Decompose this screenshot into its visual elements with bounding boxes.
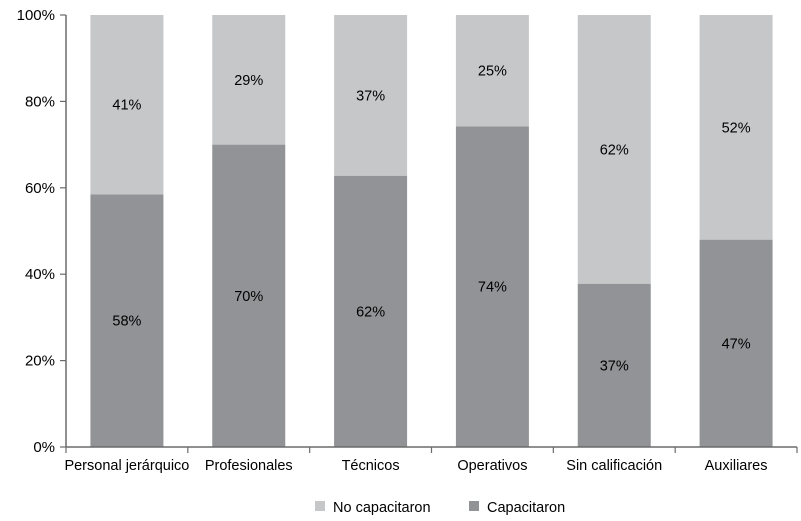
bar-no-capacitaron xyxy=(212,15,286,145)
bar-no-capacitaron xyxy=(577,15,651,284)
legend-label: No capacitaron xyxy=(333,500,431,516)
data-label-capacitaron: 74% xyxy=(478,280,507,296)
data-label-no-capacitaron: 29% xyxy=(234,73,263,89)
bar-no-capacitaron xyxy=(90,15,164,195)
bars-layer xyxy=(90,15,773,448)
data-label-no-capacitaron: 52% xyxy=(722,120,751,136)
x-category-label: Profesionales xyxy=(205,458,293,474)
data-label-capacitaron: 47% xyxy=(722,336,751,352)
legend-swatch xyxy=(315,501,325,511)
legend-swatch xyxy=(469,501,479,511)
y-tick-label: 20% xyxy=(25,353,55,370)
y-tick-label: 100% xyxy=(17,7,55,24)
axes-layer: 0% 20% 40% 60% 80% 100% Personal jerárquico Pro… xyxy=(17,7,798,474)
value-labels-layer: 58% 41% 70% 29% 62% 37% 74% 25% 37% 62% 47% 52% xyxy=(112,64,750,375)
data-label-no-capacitaron: 37% xyxy=(356,88,385,104)
data-label-capacitaron: 62% xyxy=(356,304,385,320)
y-tick-label: 40% xyxy=(25,266,55,283)
bar-no-capacitaron xyxy=(455,15,529,127)
bar-capacitaron xyxy=(212,144,286,447)
bar-capacitaron xyxy=(334,175,408,448)
y-tick-label: 0% xyxy=(33,439,55,456)
data-label-no-capacitaron: 41% xyxy=(112,98,141,114)
x-category-label: Auxiliares xyxy=(705,458,768,474)
x-category-label: Operativos xyxy=(457,458,527,474)
data-label-capacitaron: 70% xyxy=(234,289,263,305)
legend: No capacitaron Capacitaron xyxy=(315,500,565,516)
bar-no-capacitaron xyxy=(334,15,408,176)
y-tick-label: 60% xyxy=(25,180,55,197)
bar-capacitaron xyxy=(455,126,529,448)
bar-no-capacitaron xyxy=(699,15,773,240)
bar-capacitaron xyxy=(577,283,651,447)
x-category-label: Personal jerárquico xyxy=(64,458,189,474)
x-category-label: Técnicos xyxy=(342,458,400,474)
data-label-no-capacitaron: 62% xyxy=(600,142,629,158)
legend-label: Capacitaron xyxy=(487,500,565,516)
bar-capacitaron xyxy=(90,194,164,447)
y-tick-label: 80% xyxy=(25,93,55,110)
x-category-label: Sin calificación xyxy=(566,458,662,474)
bar-capacitaron xyxy=(699,239,773,447)
data-label-capacitaron: 37% xyxy=(600,358,629,374)
data-label-capacitaron: 58% xyxy=(112,314,141,330)
data-label-no-capacitaron: 25% xyxy=(478,64,507,80)
